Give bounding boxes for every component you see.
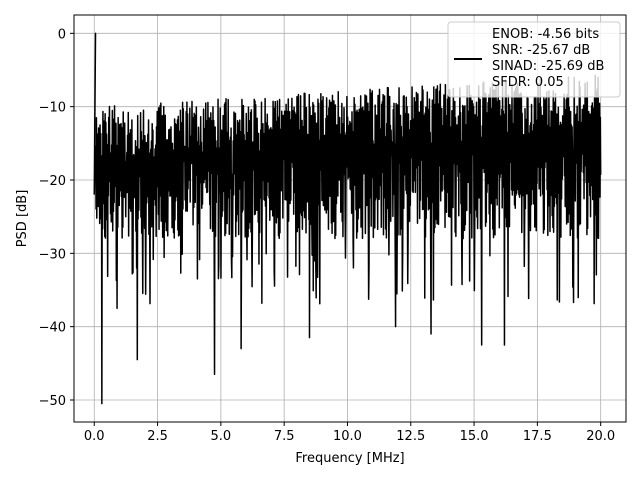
plot-data-group [93, 32, 602, 405]
y-tick-label: −50 [39, 394, 66, 409]
y-tick-label: −30 [39, 247, 66, 262]
y-axis-label: PSD [dB] [15, 190, 30, 248]
legend-sfdr: SFDR: 0.05 [492, 75, 564, 90]
y-tick-label: −20 [39, 174, 66, 189]
legend-enob: ENOB: -4.56 bits [492, 27, 599, 42]
y-axis-ticks: 0 −10 −20 −30 −40 −50 [39, 27, 74, 409]
axes-frame [73, 14, 627, 423]
x-tick-label: 10.0 [333, 429, 362, 444]
psd-series-line [93, 32, 602, 405]
x-tick-label: 12.5 [396, 429, 425, 444]
legend: ENOB: -4.56 bits SNR: -25.67 dB SINAD: -… [447, 21, 621, 98]
x-tick-label: 0.0 [84, 429, 105, 444]
x-tick-label: 20.0 [586, 429, 615, 444]
x-axis-label: Frequency [MHz] [295, 451, 404, 466]
x-axis-ticks: 0.0 2.5 5.0 7.5 10.0 12.5 15.0 17.5 20.0 [84, 422, 615, 444]
y-tick-label: −10 [39, 101, 66, 116]
x-tick-label: 5.0 [211, 429, 232, 444]
legend-box [447, 21, 621, 98]
y-tick-label: 0 [58, 27, 66, 42]
y-tick-label: −40 [39, 321, 66, 336]
legend-sinad: SINAD: -25.69 dB [492, 59, 604, 74]
x-tick-label: 2.5 [147, 429, 168, 444]
x-tick-label: 15.0 [460, 429, 489, 444]
x-tick-label: 17.5 [523, 429, 552, 444]
x-tick-label: 7.5 [274, 429, 295, 444]
legend-snr: SNR: -25.67 dB [492, 43, 590, 58]
